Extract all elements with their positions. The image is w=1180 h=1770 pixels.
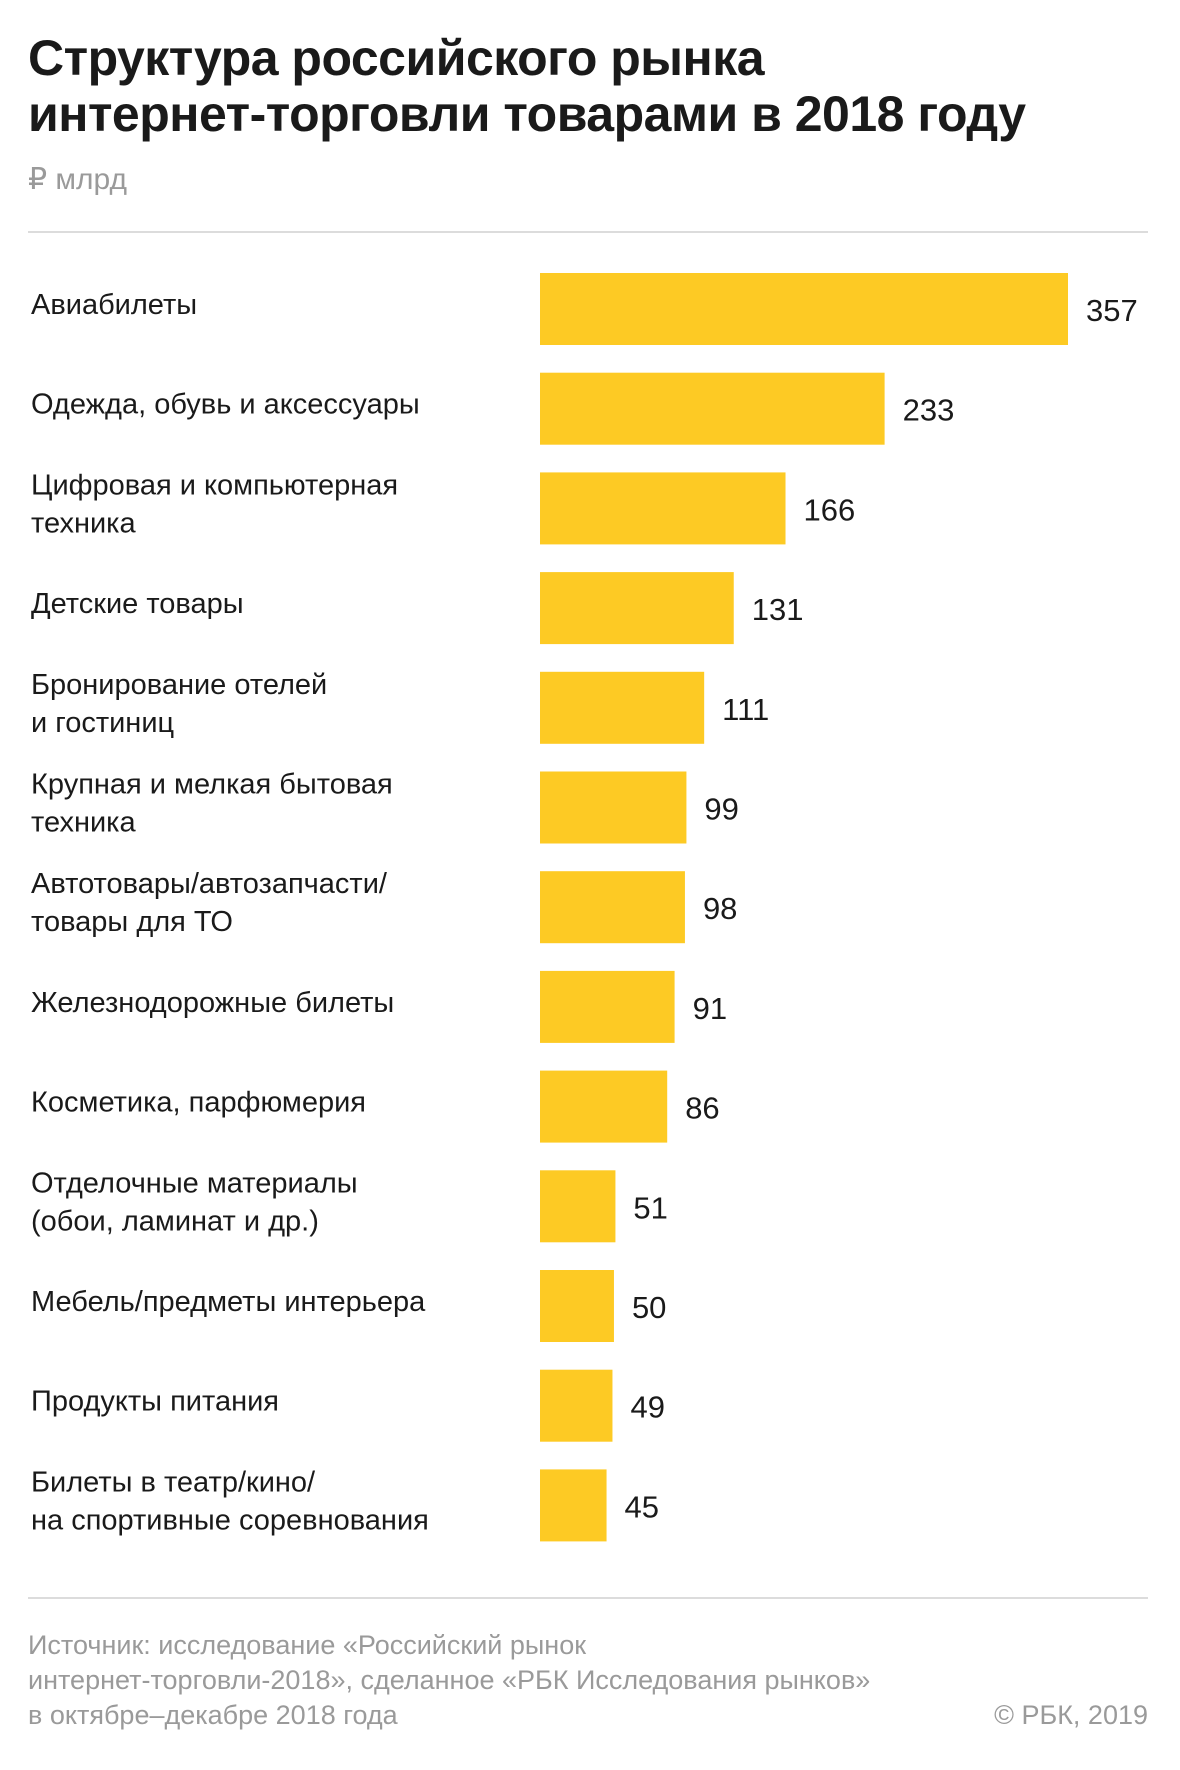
- bar: [540, 1270, 614, 1342]
- bar: [540, 1070, 668, 1143]
- bar-value-label: 50: [632, 1290, 666, 1325]
- source-line-3: в октябре–декабре 2018 года: [28, 1700, 398, 1730]
- category-label: Детские товары: [31, 588, 244, 620]
- bar-value-label: 111: [722, 692, 769, 727]
- chart-title: Структура российского рынка интернет-тор…: [28, 30, 1128, 142]
- bar-value-label: 98: [703, 891, 737, 926]
- category-label: Отделочные материалы: [31, 1167, 358, 1199]
- bar-value-label: 51: [633, 1190, 667, 1225]
- bar-value-label: 131: [752, 592, 804, 627]
- bar: [540, 572, 734, 645]
- category-label: техника: [31, 507, 136, 539]
- category-label: Одежда, обувь и аксессуары: [31, 389, 420, 421]
- bar: [540, 771, 687, 844]
- category-label: Крупная и мелкая бытовая: [31, 769, 393, 801]
- category-label: на спортивные соревнования: [31, 1504, 429, 1536]
- category-label: и гостиниц: [31, 707, 174, 739]
- bar-value-label: 86: [685, 1091, 719, 1126]
- bar: [540, 871, 685, 944]
- bar-chart: 357 Авиабилеты 233 Одежда, обувь и аксессуа…: [31, 273, 1138, 1542]
- category-label: Косметика, парфюмерия: [31, 1087, 366, 1119]
- category-label: Билеты в театр/кино/: [31, 1466, 316, 1498]
- bar: [540, 1170, 616, 1243]
- source-line-1: Источник: исследование «Российский рынок: [28, 1630, 587, 1660]
- copyright: © РБК, 2019: [994, 1700, 1148, 1730]
- category-label: Бронирование отелей: [31, 669, 327, 701]
- category-label: техника: [31, 807, 136, 839]
- category-label: Продукты питания: [31, 1386, 279, 1418]
- bar-value-label: 166: [804, 492, 856, 527]
- bar: [540, 1369, 613, 1442]
- category-label: Железнодорожные билеты: [31, 987, 394, 1019]
- top-divider: [28, 231, 1148, 233]
- bar: [540, 273, 1068, 345]
- bar: [540, 372, 885, 445]
- category-label: (обои, ламинат и др.): [31, 1205, 319, 1237]
- bar-value-label: 91: [693, 991, 727, 1026]
- chart-title-line-2: интернет-торговли товарами в 2018 году: [28, 86, 1026, 142]
- unit-label: ₽ млрд: [28, 163, 128, 196]
- bar: [540, 970, 675, 1043]
- category-label: Автотовары/автозапчасти/: [31, 868, 388, 900]
- category-label: товары для ТО: [31, 906, 233, 938]
- category-label: Цифровая и компьютерная: [31, 469, 398, 501]
- chart-title-line-1: Структура российского рынка: [28, 30, 765, 86]
- bar-value-label: 99: [704, 792, 738, 827]
- source-note: Источник: исследование «Российский рынок…: [28, 1628, 928, 1733]
- bar: [540, 1469, 607, 1542]
- source-line-2: интернет-торговли-2018», сделанное «РБК …: [28, 1665, 871, 1695]
- bar-value-label: 357: [1086, 293, 1138, 328]
- bottom-divider: [28, 1597, 1148, 1599]
- bar-value-label: 233: [903, 393, 955, 428]
- bar-value-label: 49: [630, 1390, 664, 1425]
- category-label: Мебель/предметы интерьера: [31, 1286, 426, 1318]
- category-label: Авиабилеты: [31, 289, 197, 321]
- bar: [540, 472, 786, 545]
- bar: [540, 671, 705, 744]
- bar-value-label: 45: [625, 1489, 659, 1524]
